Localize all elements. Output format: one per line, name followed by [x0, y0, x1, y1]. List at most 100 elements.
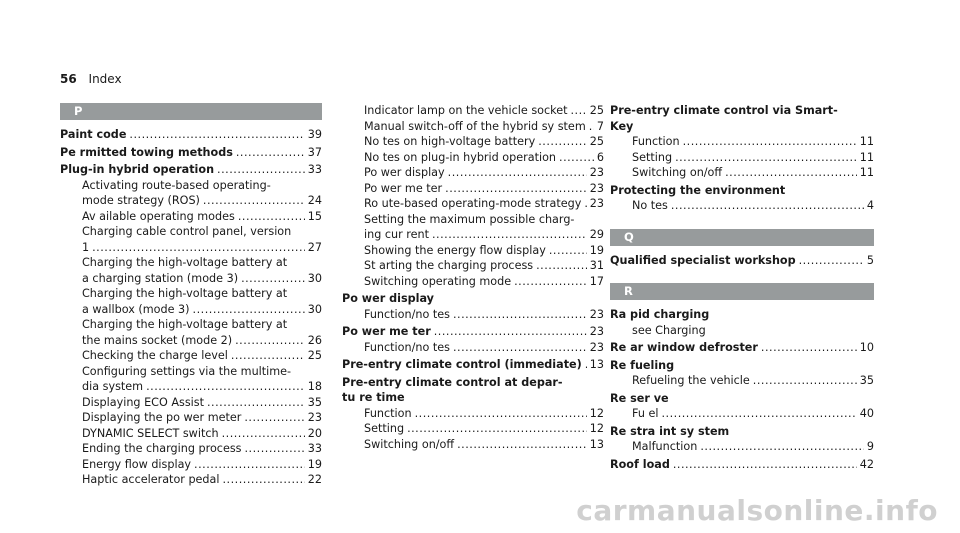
index-subentry: Function 11: [610, 134, 874, 150]
index-term: Pre-entry climate control at depar-: [342, 375, 604, 391]
leader-dots: [235, 333, 305, 349]
index-subentry: Malfunction 9: [610, 439, 874, 455]
page-reference: 23: [589, 197, 604, 210]
entry-text: Refueling the vehicle: [632, 374, 750, 387]
page-reference: 19: [307, 457, 322, 471]
page-number: 56: [60, 72, 77, 86]
leader-dots: [244, 410, 304, 426]
entry-text: Charging the high-voltage battery at: [82, 287, 288, 300]
leader-dots: [589, 119, 594, 135]
entry-text: Setting: [632, 150, 673, 164]
index-subentry: Displaying the po wer meter 23: [60, 410, 322, 426]
entry-text: Function: [364, 406, 412, 420]
entry-text: St arting the charging process: [364, 259, 534, 272]
index-entry: Roof load 42: [610, 457, 874, 473]
index-column-1: P Paint code 39 Pe rmitted towing methods 37…: [60, 103, 322, 490]
page-reference: 9: [866, 440, 874, 453]
leader-dots: [193, 302, 305, 318]
leader-dots: [538, 134, 587, 150]
leader-dots: [536, 258, 587, 274]
page-reference: 30: [307, 271, 322, 285]
index-subentry: 1 27: [60, 240, 322, 256]
leader-dots: [725, 165, 857, 181]
page-reference: 35: [307, 395, 322, 409]
index-subentry: Switching on/off 13: [342, 437, 604, 453]
index-subentry: Indicator lamp on the vehicle socket 25: [342, 103, 604, 119]
leader-dots: [549, 243, 587, 259]
index-subentry: ing cur rent 29: [342, 227, 604, 243]
page-reference: 12: [589, 422, 604, 435]
section-header-q: Q: [610, 228, 874, 246]
index-subentry: Displaying ECO Assist 35: [60, 395, 322, 411]
leader-dots: [700, 439, 864, 455]
leader-dots: [415, 406, 587, 422]
index-term: Protecting the environment: [610, 183, 874, 199]
entry-text: Re stra int sy stem: [610, 424, 730, 438]
index-column-3: Pre-entry climate control via Smart- Key F…: [610, 103, 874, 474]
entry-text: Pre-entry climate control at depar-: [342, 375, 563, 389]
entry-text: Po wer me ter: [364, 181, 443, 195]
entry-text: Configuring settings via the multime-: [82, 364, 292, 378]
entry-text: Function: [632, 135, 680, 148]
entry-text: Charging the high-voltage battery at: [82, 256, 288, 269]
index-subentry: Charging the high-voltage battery at: [60, 255, 322, 271]
leader-dots: [761, 340, 857, 356]
entry-text: Re ar window defroster: [610, 341, 758, 354]
index-subentry: Function/no tes 23: [342, 340, 604, 356]
index-subentry: Ro ute-based operating-mode strategy 23: [342, 196, 604, 212]
leader-dots: [207, 395, 305, 411]
index-entry: Pre-entry climate control (immediate) 13: [342, 357, 604, 373]
leader-dots: [434, 324, 587, 340]
page-reference: 25: [589, 104, 604, 117]
index-entry: Paint code 39: [60, 127, 322, 143]
leader-dots: [675, 150, 857, 166]
page-reference: 23: [589, 181, 604, 195]
entry-text: Energy flow display: [82, 457, 192, 471]
entry-text: Displaying ECO Assist: [82, 395, 204, 409]
index-subentry: Fu el 40: [610, 406, 874, 422]
entry-text: Protecting the environment: [610, 183, 786, 197]
entry-text: Pre-entry climate control via Smart-: [610, 104, 838, 117]
section-gap: [610, 216, 874, 229]
entry-text: tu re time: [342, 391, 405, 404]
page-reference: 27: [307, 240, 322, 254]
index-subentry: Refueling the vehicle 35: [610, 373, 874, 389]
index-term: Roof load 42: [610, 457, 874, 473]
index-entry: Po wer me ter 23 Function/no tes 23: [342, 324, 604, 355]
index-subentry: Energy flow display 19: [60, 457, 322, 473]
index-column-2: Indicator lamp on the vehicle socket25Ma…: [342, 103, 604, 454]
page-reference: 23: [589, 325, 604, 338]
leader-dots: [238, 209, 305, 225]
index-entry: Re fueling Refueling the vehicle 35: [610, 358, 874, 389]
leader-dots: [92, 240, 305, 256]
entry-text: dia system: [82, 380, 144, 393]
index-subentry: Configuring settings via the multime-: [60, 364, 322, 380]
index-subentry: mode strategy (ROS) 24: [60, 193, 322, 209]
index-subentry: Setting the maximum possible charg-: [342, 212, 604, 228]
index-subentry: Charging cable control panel, version: [60, 224, 322, 240]
index-subentry: Showing the energy flow display 19: [342, 243, 604, 259]
entry-text: Switching operating mode: [364, 274, 512, 288]
index-subentry: Activating route-based operating-: [60, 178, 322, 194]
leader-dots: [584, 196, 586, 212]
leader-dots: [244, 441, 304, 457]
index-entry: Po wer display Function/no tes 23: [342, 291, 604, 322]
index-term: Ra pid charging: [610, 307, 874, 323]
index-entry: Protecting the environment No tes 4: [610, 183, 874, 214]
index-entry: Pre-entry climate control via Smart- Key F…: [610, 103, 874, 181]
index-entry: Pre-entry climate control at depar-tu re…: [342, 375, 604, 453]
page-reference: 13: [589, 437, 604, 451]
index-subentry: No tes 4: [610, 198, 874, 214]
entry-text: Roof load: [610, 457, 670, 471]
entry-text: Qualified specialist workshop: [610, 253, 796, 267]
page-reference: 20: [307, 426, 322, 440]
entry-text: Switching on/off: [364, 437, 455, 451]
index-term: Re stra int sy stem: [610, 424, 874, 440]
page-reference: 23: [589, 340, 604, 354]
entry-text: Displaying the po wer meter: [82, 411, 242, 424]
index-subentry: No tes on plug-in hybrid operation 6: [342, 150, 604, 166]
entry-text: No tes: [632, 199, 668, 212]
leader-dots: [453, 307, 587, 323]
leader-dots: [222, 426, 305, 442]
leader-dots: [448, 165, 587, 181]
